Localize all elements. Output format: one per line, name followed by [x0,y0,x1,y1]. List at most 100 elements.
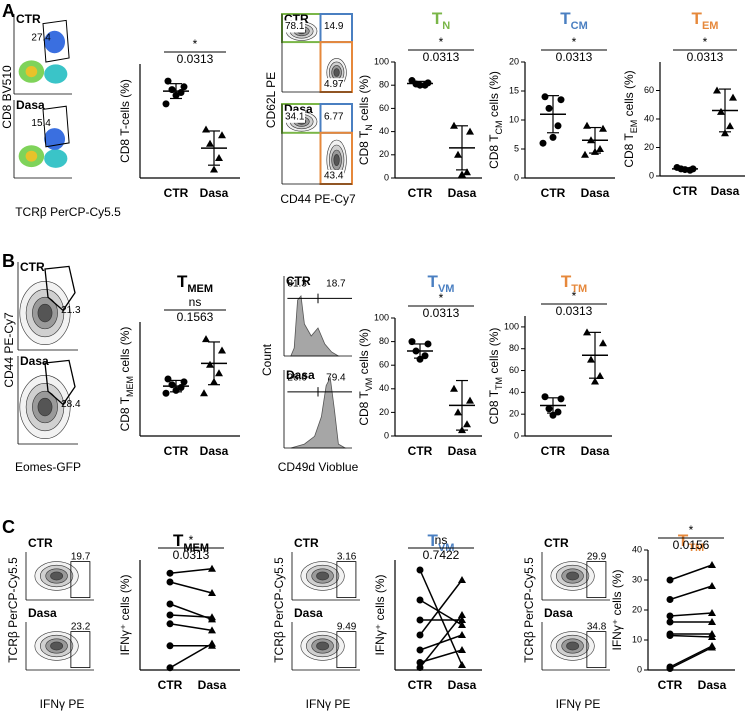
p-value: 0.1563 [177,310,214,324]
triangle-point [458,646,466,653]
circle-point [166,600,174,608]
flow-x-label: Eomes-GFP [15,460,81,474]
circle-point [166,664,174,672]
x-tick-label: Dasa [581,444,610,458]
circle-point [416,646,424,654]
y-tick-label: 60 [379,103,389,113]
triangle-point [708,609,716,616]
circle-point [557,96,565,104]
triangle-point [708,618,716,625]
circle-point [168,86,176,94]
significance: ns [435,533,448,547]
chart-title: TTM [561,272,587,294]
contour [37,303,53,323]
p-value: 0.7422 [423,548,460,562]
gate-value: 21.3 [61,305,81,316]
gate-value: 34.8 [587,621,607,632]
chart-title: TN [432,9,450,31]
chart-title-part: T [177,272,188,291]
triangle-point [215,369,223,377]
triangle-point [206,360,214,368]
y-axis-label-part: EM [629,120,639,134]
y-axis-label-part: cells (%) [622,70,636,119]
y-axis-label: CD8 TEM cells (%) [622,70,639,167]
triangle-point [458,661,466,668]
contour [333,68,340,77]
significance: * [572,35,577,49]
circle-point [164,375,172,383]
significance: * [439,35,444,49]
significance: * [572,289,577,303]
gate-value: 27.4 [31,33,51,44]
pair-line [419,599,463,626]
triangle-point [208,626,216,634]
y-axis-label-part: cells (%) [118,327,132,376]
circle-point [421,352,429,360]
chart-title-part: T [678,531,689,550]
circle-point [557,395,565,403]
gate-value: 18.7 [326,279,346,290]
x-tick-label: CTR [408,678,433,692]
contour [566,571,579,581]
y-axis-label-part: cells (%) [487,71,501,120]
circle-point [416,659,424,666]
flow-y-label: CD8 BV510 [0,65,14,129]
gate-value: 79.4 [326,372,346,383]
triangle-point [466,127,474,135]
triangle-point [454,408,462,416]
circle-point [416,631,424,639]
flow-y-label: Count [260,343,274,376]
gate-label-bg [283,20,305,33]
triangle-point [726,122,734,130]
significance: ns [189,295,202,309]
circle-point [162,100,170,108]
flow-y-label: CD62L PE [264,72,278,128]
p-value: 0.0156 [673,538,710,552]
p-value: 0.0313 [423,306,460,320]
circle-point [416,596,424,604]
chart-title-part: T [432,9,443,28]
y-tick-label: 100 [374,312,389,322]
triangle-point [721,129,729,137]
x-tick-label: CTR [541,444,566,458]
y-tick-label: 10 [509,114,519,124]
y-tick-label: 20 [379,407,389,417]
circle-point [666,618,674,626]
chart-title: TEM [692,9,719,31]
gate-value: 3.16 [337,551,357,562]
circle-point [164,77,172,85]
gate-value: 19.7 [71,551,91,562]
y-axis-label: CD8 T-cells (%) [118,79,132,163]
triangle-point [202,335,210,343]
flow-x-label: IFNγ PE [40,697,85,711]
pair-line [169,623,213,632]
sample-label: Dasa [294,606,323,620]
pair-line [419,579,463,636]
pair-line [669,585,713,601]
cluster [44,149,68,168]
flow-x-label: CD49d Vioblue [278,460,359,474]
flow-x-label: CD44 PE-Cy7 [280,192,356,206]
cluster [44,30,66,54]
y-axis-label-part: IFNγ⁺ cells (%) [373,574,387,655]
circle-point [166,569,174,577]
y-axis-label-part: cells (%) [487,328,501,377]
p-value: 0.0313 [556,304,593,318]
chart-title-part: T [560,9,571,28]
triangle-point [596,145,604,152]
y-axis-label-part: VM [364,378,374,392]
y-axis-label-part: CD8 T [118,396,132,431]
contour [50,571,63,581]
circle-point [408,338,416,346]
chart-title-part: TM [571,283,587,295]
gate-value: 34.1 [285,111,305,122]
y-tick-label: 80 [509,343,519,353]
triangle-point [587,355,595,363]
gate [44,265,76,312]
triangle-point [708,633,716,640]
circle-point [554,122,562,130]
cluster [25,150,38,162]
triangle-point [713,86,721,94]
pair-line [669,634,713,638]
gate-value: 43.4 [324,171,344,182]
